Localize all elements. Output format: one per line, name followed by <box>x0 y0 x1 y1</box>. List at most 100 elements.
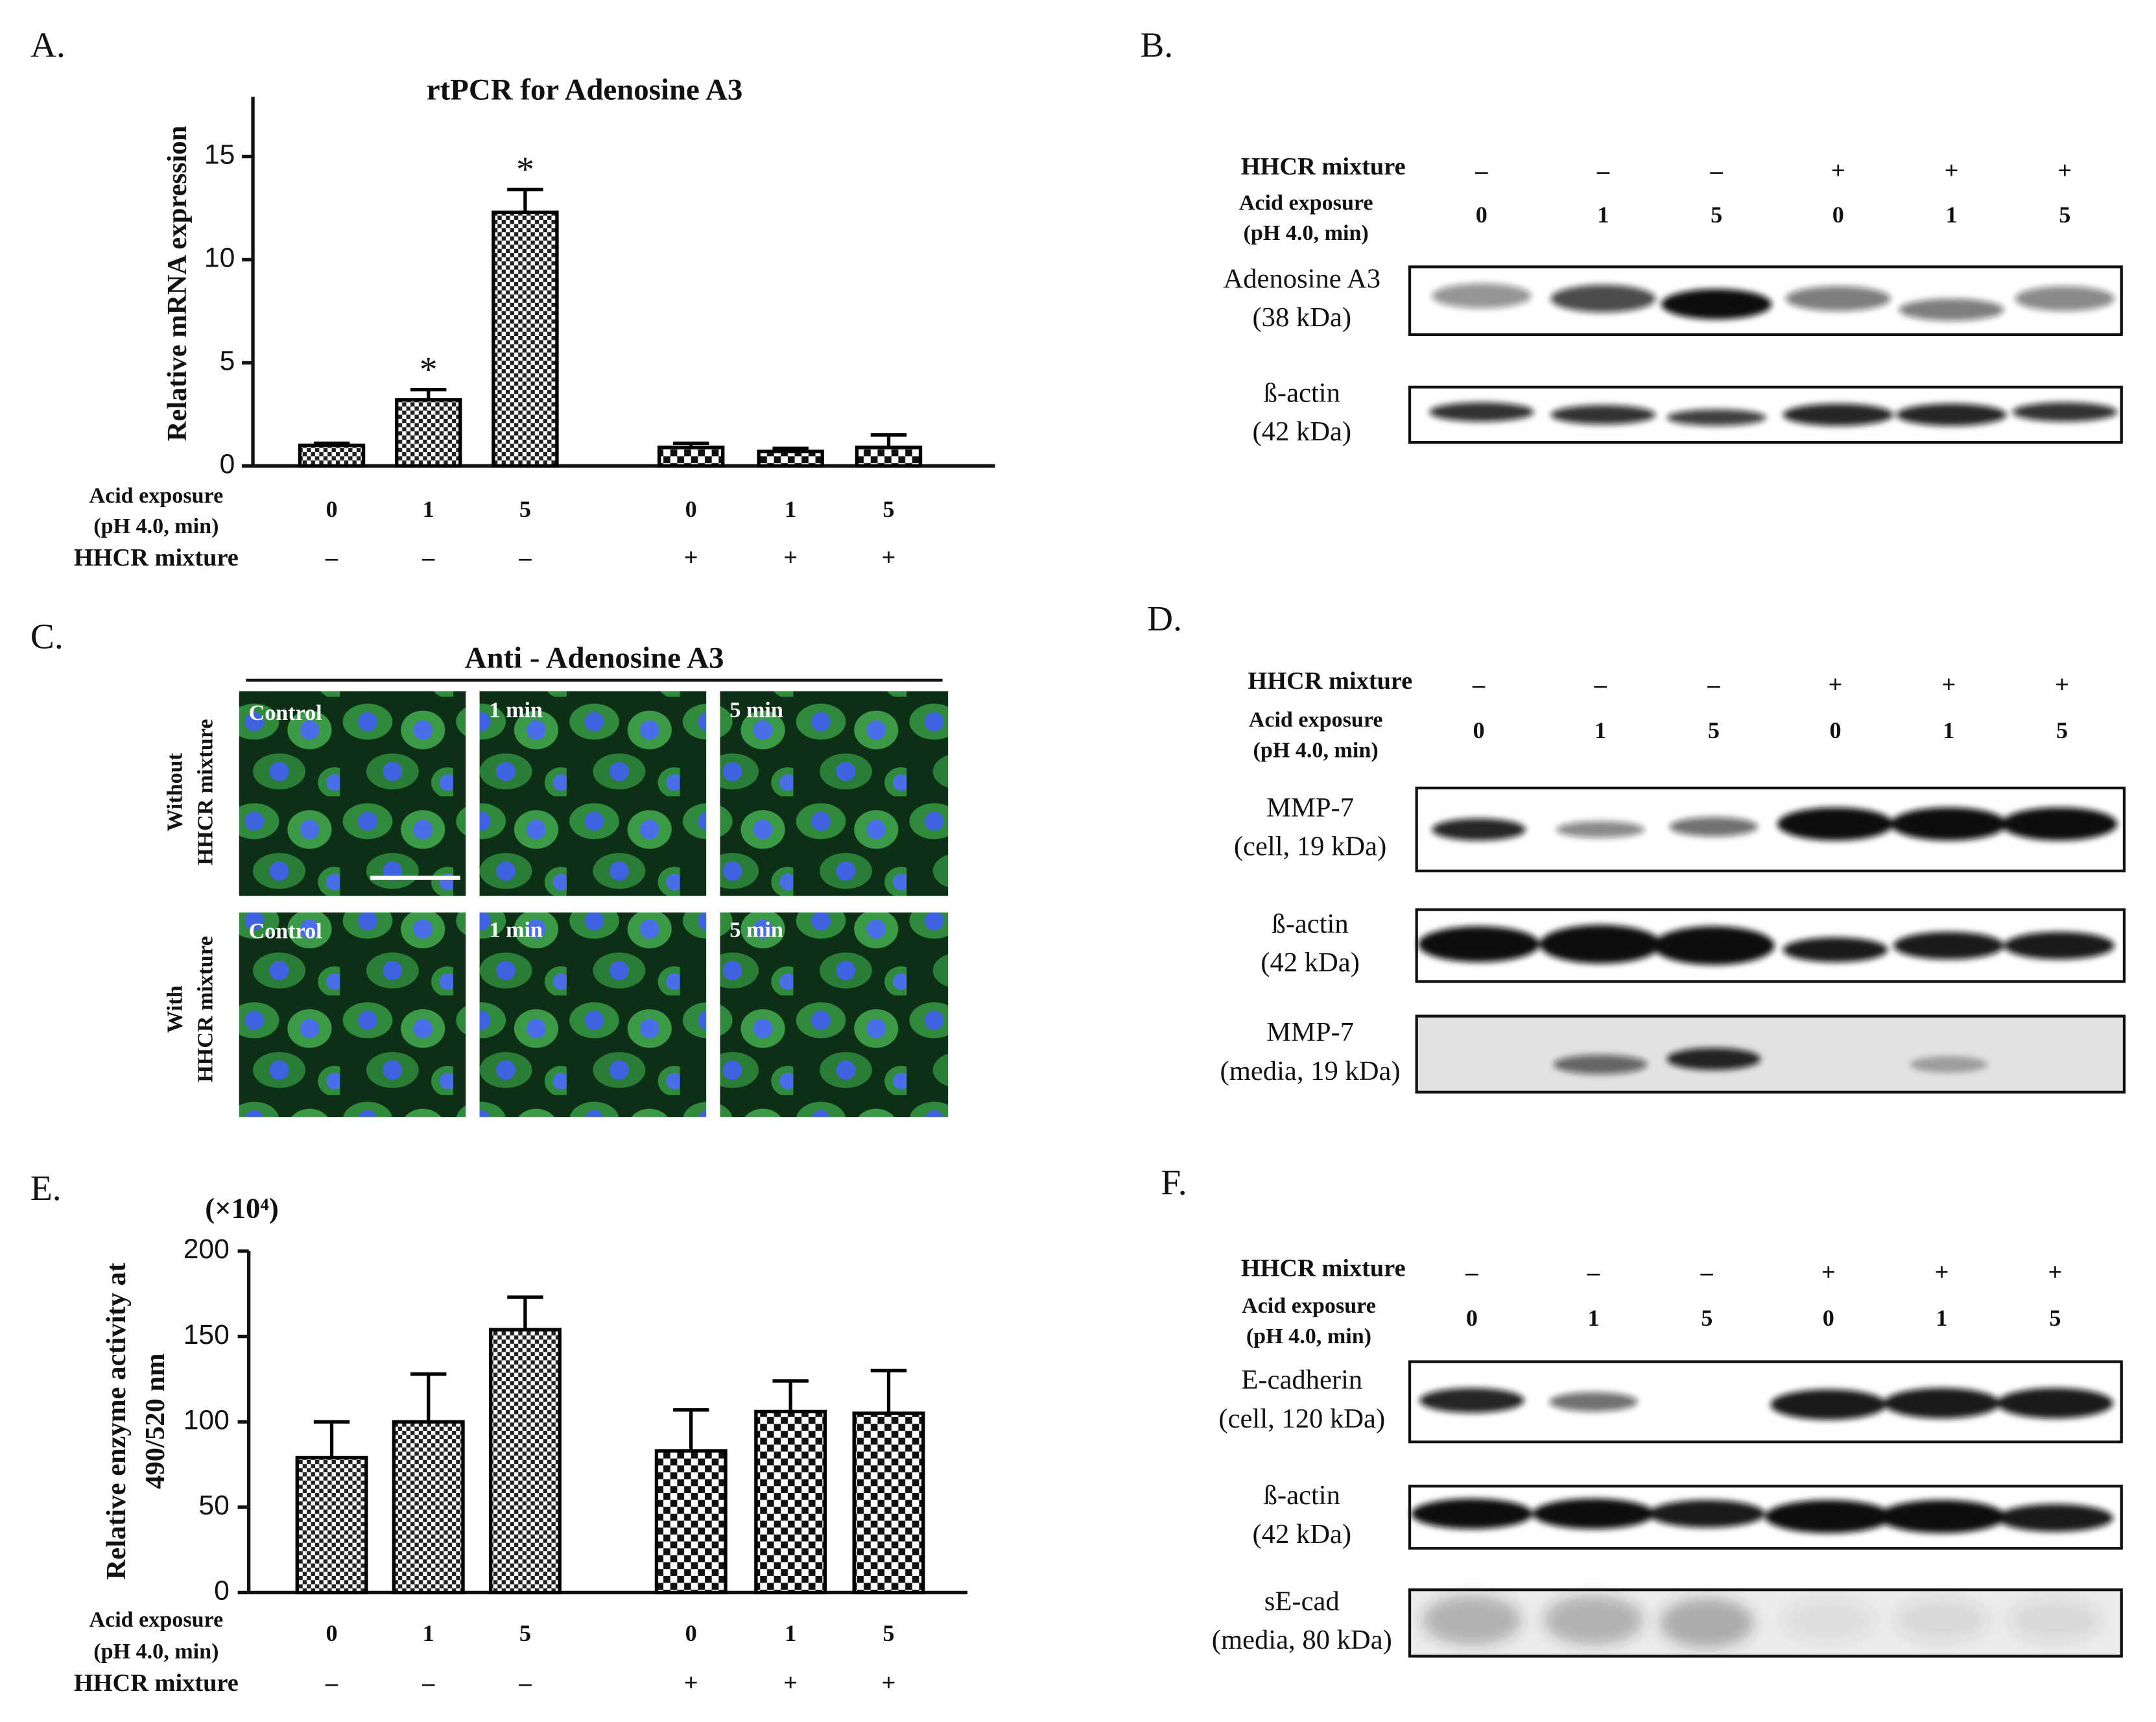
blot-frame <box>1408 1588 2123 1658</box>
row-label: HHCR mixture <box>1241 153 1406 180</box>
bar <box>395 398 462 468</box>
y-axis-label: Relative mRNA expression <box>162 125 193 441</box>
hhcr-sign: + <box>882 1669 896 1697</box>
row-label: HHCR mixture <box>74 1669 239 1697</box>
row-label: Without <box>163 752 187 831</box>
smudge <box>1659 1597 1754 1648</box>
hhcr-sign: + <box>1941 671 1956 699</box>
blot-frame <box>1408 265 2123 336</box>
band <box>1878 1500 2006 1533</box>
band <box>1550 405 1656 425</box>
micrograph-label: Control <box>249 920 322 944</box>
x-tick-label: 5 <box>883 496 894 522</box>
row-label: (pH 4.0, min) <box>1246 1324 1371 1348</box>
hhcr-sign: – <box>1475 157 1488 184</box>
hhcr-sign: – <box>1596 157 1610 184</box>
band <box>1996 1387 2113 1418</box>
hhcr-sign: – <box>1587 1259 1600 1286</box>
blot-label: ß-actin <box>1264 377 1340 408</box>
panel-label: A. <box>30 25 65 64</box>
hhcr-sign: + <box>2048 1259 2062 1286</box>
micrograph <box>479 691 707 896</box>
bar <box>754 1409 827 1595</box>
lane-label: 1 <box>1597 202 1609 228</box>
y-tick-label: 10 <box>204 243 235 274</box>
micrograph <box>239 912 466 1118</box>
row-label: With <box>163 985 187 1033</box>
band <box>1419 1387 1524 1413</box>
lane-label: 0 <box>1832 202 1844 228</box>
blot-label: (media, 19 kDa) <box>1220 1056 1401 1086</box>
hhcr-sign: – <box>1707 671 1720 699</box>
micrograph <box>239 691 466 896</box>
hhcr-sign: – <box>518 544 532 571</box>
blot-label: E-cadherin <box>1241 1365 1362 1395</box>
lane-label: 0 <box>1473 717 1485 743</box>
band <box>1884 1387 2000 1418</box>
hhcr-sign: – <box>1594 671 1607 699</box>
blot-label: ß-actin <box>1272 909 1348 939</box>
lane-label: 1 <box>1943 717 1954 743</box>
lane-label: 0 <box>1466 1305 1478 1331</box>
lane-label: 5 <box>1708 717 1720 743</box>
micrograph-label: 1 min <box>490 918 543 942</box>
x-tick-label: 5 <box>519 1620 531 1646</box>
hhcr-sign: – <box>325 1669 338 1697</box>
x-tick-label: 1 <box>785 496 796 522</box>
chart-title: rtPCR for Adenosine A3 <box>427 73 742 107</box>
blot-label: ß-actin <box>1264 1480 1340 1511</box>
band <box>1785 286 1891 311</box>
blot-frame <box>1408 1485 2123 1550</box>
y-tick-label: 0 <box>220 449 235 480</box>
y-tick-label: 50 <box>198 1490 229 1521</box>
panel-label: B. <box>1140 25 1173 64</box>
hhcr-sign: + <box>2057 157 2072 184</box>
x-tick-label: 0 <box>685 496 697 522</box>
band <box>1777 807 1894 841</box>
row-label: HHCR mixture <box>194 936 218 1082</box>
lane-label: 0 <box>1476 202 1487 228</box>
x-tick-label: 1 <box>423 1620 434 1646</box>
band <box>1669 817 1759 837</box>
band <box>1553 1055 1648 1075</box>
row-label: HHCR mixture <box>194 719 218 866</box>
band <box>1996 1504 2113 1532</box>
smudge <box>2008 1597 2102 1643</box>
blot-label: MMP-7 <box>1266 793 1354 823</box>
lane-label: 5 <box>2056 717 2068 743</box>
row-label: Acid exposure <box>1242 1294 1376 1318</box>
blot-frame <box>1408 385 2123 444</box>
blot-label: (media, 80 kDa) <box>1212 1625 1392 1655</box>
blot-label: (42 kDa) <box>1252 416 1351 447</box>
y-axis-label: 490/520 nm <box>140 1353 171 1489</box>
band <box>2004 931 2115 960</box>
y-tick-label: 200 <box>184 1234 230 1265</box>
lane-label: 5 <box>2049 1305 2061 1331</box>
hhcr-sign: + <box>1829 671 1843 699</box>
hhcr-sign: + <box>1945 157 1959 184</box>
blot-label: (42 kDa) <box>1252 1519 1351 1549</box>
band <box>1910 1056 1987 1073</box>
blot-frame <box>1408 1360 2123 1444</box>
row-label: Acid exposure <box>1249 708 1383 732</box>
x-tick-label: 0 <box>685 1620 697 1646</box>
bar <box>298 443 366 468</box>
hhcr-sign: – <box>421 1669 435 1697</box>
y-axis-label: Relative enzyme activity at <box>101 1263 132 1580</box>
band <box>1764 1500 1892 1533</box>
lane-label: 1 <box>1945 202 1957 228</box>
hhcr-sign: – <box>1465 1259 1478 1286</box>
band <box>1783 403 1894 426</box>
bar <box>492 210 559 468</box>
lane-label: 0 <box>1829 717 1841 743</box>
unit-label: (×10⁴) <box>205 1191 278 1224</box>
band <box>1432 283 1532 309</box>
hhcr-sign: – <box>518 1669 532 1697</box>
hhcr-sign: + <box>2055 671 2069 699</box>
y-tick-label: 0 <box>214 1575 230 1607</box>
band <box>1666 409 1766 426</box>
band <box>1417 926 1540 963</box>
lane-label: 0 <box>1823 1305 1834 1331</box>
